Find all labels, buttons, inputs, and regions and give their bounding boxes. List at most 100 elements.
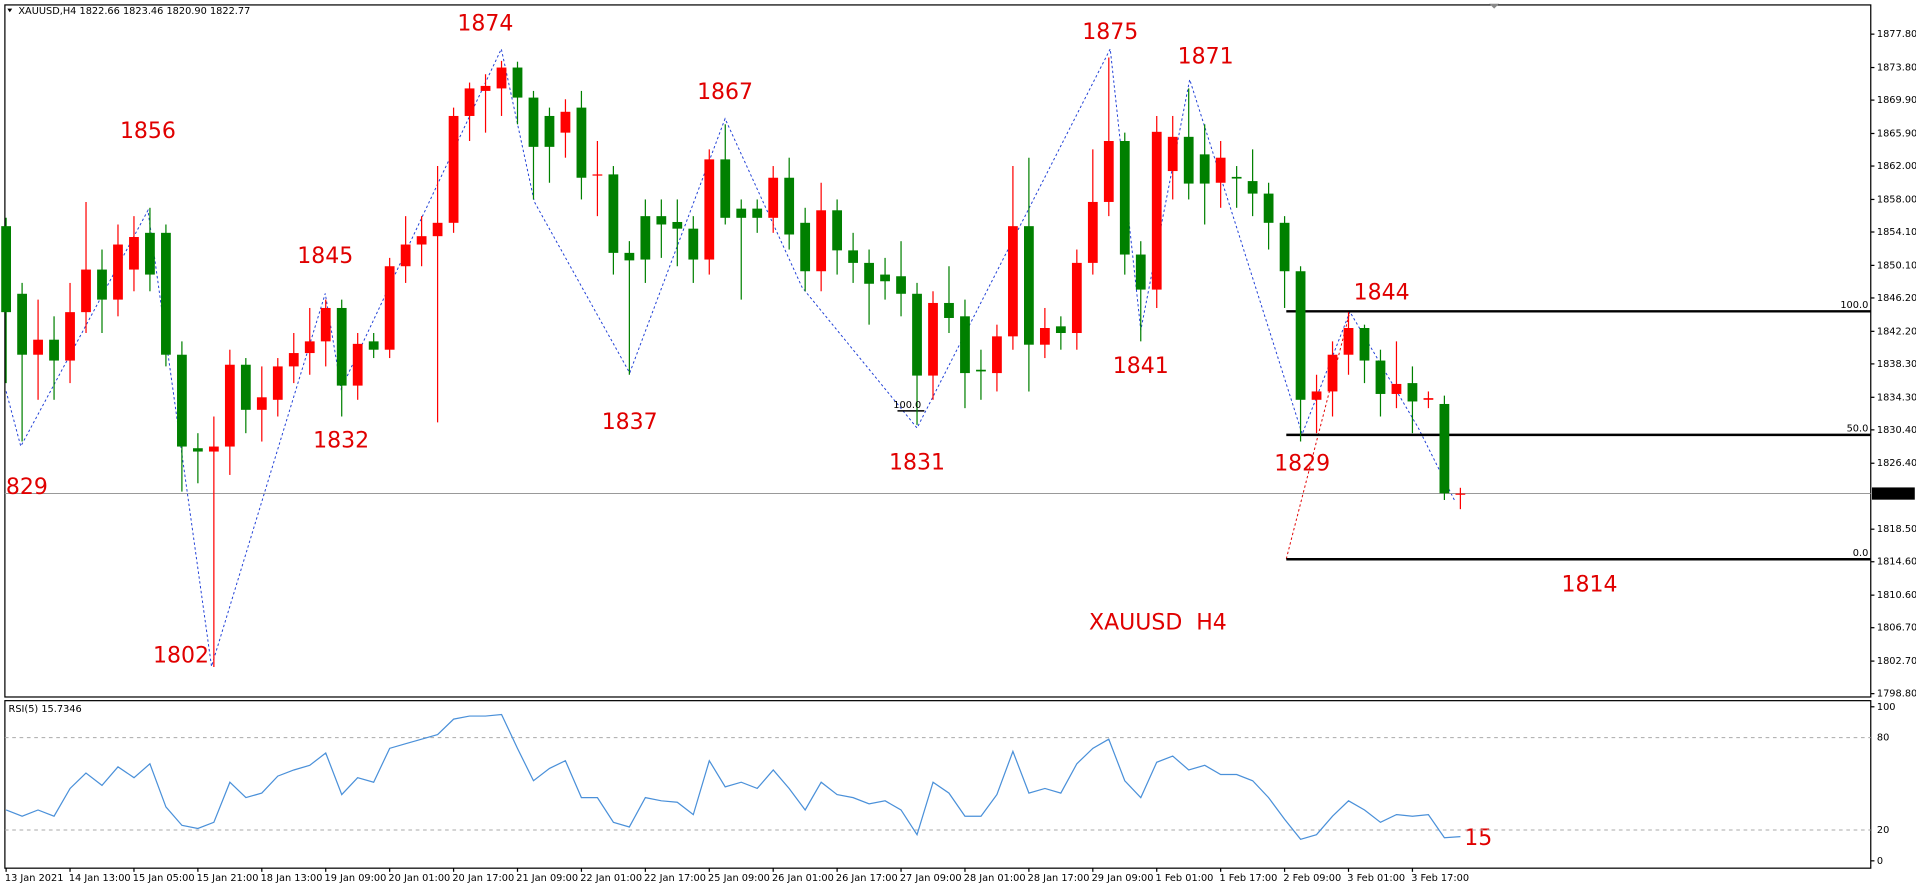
candle-body	[944, 302, 954, 318]
candle-body	[832, 210, 843, 251]
candle-body	[240, 364, 251, 410]
annotation: 1841	[1113, 354, 1169, 379]
y-tick-label: 1842.20	[1877, 326, 1916, 337]
current-price-box	[1871, 487, 1915, 500]
x-tick-label: 14 Jan 13:00	[69, 873, 131, 884]
candle-body	[1071, 262, 1082, 334]
candle-body	[1311, 391, 1322, 400]
candle-body	[672, 221, 683, 229]
candle-body	[640, 216, 651, 260]
annotation: XAUUSD H4	[1089, 611, 1227, 636]
y-tick-label: 1818.50	[1877, 524, 1916, 535]
candle-body	[768, 177, 779, 218]
annotation: 1831	[889, 450, 945, 475]
candle-body	[1167, 136, 1178, 172]
candle-body	[208, 446, 219, 452]
x-tick-label: 25 Jan 09:00	[708, 873, 770, 884]
candle-body	[688, 228, 699, 260]
x-tick-label: 2 Feb 09:00	[1283, 873, 1341, 884]
y-tick-label: 1802.70	[1877, 656, 1916, 667]
candle-body	[49, 339, 59, 361]
candle-body	[928, 302, 938, 376]
y-tick-label: 1850.10	[1877, 260, 1916, 271]
candle-body	[1008, 226, 1018, 337]
x-tick-label: 29 Jan 09:00	[1092, 873, 1154, 884]
y-tick-label: 1858.00	[1877, 194, 1916, 205]
candle-body	[544, 115, 555, 147]
annotation: 1829	[1274, 452, 1330, 477]
x-tick-label: 28 Jan 01:00	[964, 873, 1026, 884]
y-tick-label: 1806.70	[1877, 623, 1916, 634]
candle-body	[848, 250, 858, 263]
candle-body	[592, 174, 603, 176]
candle-body	[480, 85, 491, 91]
x-tick-label: 20 Jan 01:00	[388, 873, 450, 884]
rsi-title: RSI(5) 15.7346	[9, 704, 82, 715]
fib-level-label: 50.0	[1847, 424, 1869, 435]
rsi-tick-label: 20	[1877, 825, 1889, 836]
chart-header: XAUUSD,H4 1822.66 1823.46 1820.90 1822.7…	[18, 6, 250, 17]
x-tick-label: 28 Jan 17:00	[1028, 873, 1090, 884]
y-tick-label: 1873.80	[1877, 63, 1916, 74]
candle-body	[288, 353, 299, 367]
menu-arrow[interactable]	[7, 8, 13, 13]
annotation: 829	[6, 475, 48, 500]
annotation: 1844	[1354, 280, 1410, 305]
candle-body	[1295, 271, 1306, 400]
candle-body	[1039, 328, 1050, 345]
candle-body	[1055, 326, 1066, 334]
candle-body	[81, 269, 91, 313]
candle-body	[1391, 383, 1402, 394]
x-tick-label: 27 Jan 09:00	[900, 873, 962, 884]
annotation: 1802	[153, 644, 209, 669]
candle-body	[1231, 176, 1242, 179]
candle-body	[1151, 131, 1162, 290]
candle-body	[368, 341, 379, 350]
candle-body	[1455, 493, 1466, 495]
candle-body	[272, 366, 283, 400]
candle-body	[784, 177, 795, 235]
y-tick-label: 1834.30	[1877, 392, 1916, 403]
y-tick-label: 1826.40	[1877, 458, 1916, 469]
candle-body	[560, 111, 571, 133]
annotation: 1875	[1082, 20, 1138, 45]
candle-body	[400, 244, 411, 267]
candle-body	[464, 88, 475, 116]
candle-body	[656, 216, 667, 225]
rsi-tick-label: 80	[1877, 733, 1889, 744]
candle-body	[1375, 360, 1386, 394]
y-tick-label: 1862.00	[1877, 161, 1916, 172]
y-tick-label: 1838.30	[1877, 359, 1916, 370]
candle-body	[192, 448, 203, 452]
candle-body	[1343, 328, 1354, 355]
price-panel-frame	[4, 4, 1872, 698]
x-tick-label: 15 Jan 05:00	[133, 873, 195, 884]
x-tick-label: 18 Jan 13:00	[261, 873, 323, 884]
rsi-line	[5, 713, 1461, 841]
candle-body	[1439, 403, 1450, 494]
candle-body	[1183, 136, 1194, 184]
candle-body	[336, 307, 347, 386]
candle-body	[33, 339, 43, 355]
rsi-panel-frame	[4, 700, 1872, 869]
candle-body	[704, 159, 715, 260]
candle-body	[960, 316, 970, 374]
y-tick-label: 1869.90	[1877, 95, 1916, 106]
candle-body	[496, 67, 507, 89]
candle-body	[161, 232, 171, 355]
candle-body	[256, 397, 267, 410]
candle-body	[1024, 226, 1034, 345]
candle-body	[113, 244, 123, 300]
x-tick-label: 1 Feb 01:00	[1156, 873, 1214, 884]
zigzag-line	[5, 47, 1456, 667]
y-tick-label: 1810.60	[1877, 590, 1916, 601]
y-tick-label: 1814.60	[1877, 557, 1916, 568]
candle-body	[1279, 222, 1290, 272]
candle-body	[432, 222, 443, 237]
candle-body	[352, 343, 363, 386]
candle-body	[1, 226, 12, 313]
candle-body	[576, 107, 587, 178]
candle-body	[384, 266, 395, 350]
candle-body	[816, 210, 827, 272]
